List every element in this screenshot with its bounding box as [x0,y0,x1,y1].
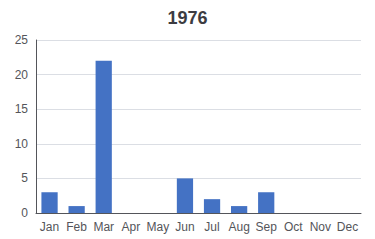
svg-text:Oct: Oct [284,220,303,234]
svg-text:20: 20 [15,68,29,82]
svg-text:Mar: Mar [93,220,114,234]
svg-text:Jun: Jun [175,220,194,234]
svg-text:Feb: Feb [66,220,87,234]
svg-text:Jan: Jan [40,220,59,234]
svg-text:15: 15 [15,102,29,116]
svg-text:0: 0 [21,206,28,220]
svg-text:Jul: Jul [204,220,219,234]
svg-text:Nov: Nov [310,220,331,234]
svg-text:Dec: Dec [337,220,358,234]
svg-text:Sep: Sep [256,220,278,234]
svg-text:1976: 1976 [167,8,207,28]
svg-text:5: 5 [21,171,28,185]
svg-text:Apr: Apr [121,220,140,234]
svg-text:10: 10 [15,137,29,151]
svg-text:25: 25 [15,33,29,47]
svg-text:May: May [147,220,170,234]
svg-text:Aug: Aug [228,220,249,234]
